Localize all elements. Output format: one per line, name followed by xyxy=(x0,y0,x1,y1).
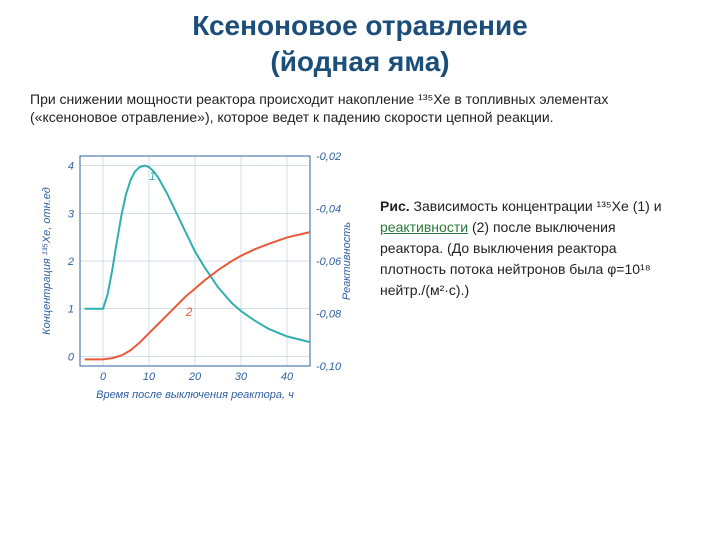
svg-text:-0,04: -0,04 xyxy=(316,204,341,216)
svg-text:Реактивность: Реактивность xyxy=(341,222,353,300)
svg-text:Время после выключения реактор: Время после выключения реактора, ч xyxy=(96,389,294,401)
svg-text:-0,02: -0,02 xyxy=(316,151,341,163)
svg-text:Концентрация ¹³⁵Xe, отн.ед: Концентрация ¹³⁵Xe, отн.ед xyxy=(41,188,53,336)
svg-text:4: 4 xyxy=(68,161,74,173)
description-text: При снижении мощности реактора происходи… xyxy=(30,90,690,126)
svg-text:-0,10: -0,10 xyxy=(316,361,342,373)
svg-text:30: 30 xyxy=(235,371,248,383)
svg-text:0: 0 xyxy=(68,352,75,364)
svg-text:-0,08: -0,08 xyxy=(316,309,342,321)
figure-caption: Рис. Зависимость концентрации ¹³⁵Xe (1) … xyxy=(380,146,680,301)
page-title-line2: (йодная яма) xyxy=(30,46,690,78)
svg-text:1: 1 xyxy=(68,304,74,316)
caption-underline: реактивности xyxy=(380,219,468,235)
svg-text:2: 2 xyxy=(67,256,74,268)
page-title-line1: Ксеноновое отравление xyxy=(30,10,690,42)
svg-text:2: 2 xyxy=(185,306,193,320)
svg-text:10: 10 xyxy=(143,371,156,383)
svg-text:1: 1 xyxy=(149,169,156,183)
caption-prefix: Рис. xyxy=(380,198,410,214)
caption-body: Зависимость концентрации ¹³⁵Xe (1) и xyxy=(410,198,662,214)
svg-text:3: 3 xyxy=(68,209,75,221)
svg-text:0: 0 xyxy=(100,371,107,383)
svg-text:40: 40 xyxy=(281,371,294,383)
svg-text:20: 20 xyxy=(188,371,202,383)
xenon-chart: 0 1 2 3 4 -0,02 -0,04 -0,06 -0,08 -0,10 0 10 20 30 40 В… xyxy=(30,146,360,426)
svg-text:-0,06: -0,06 xyxy=(316,256,342,268)
